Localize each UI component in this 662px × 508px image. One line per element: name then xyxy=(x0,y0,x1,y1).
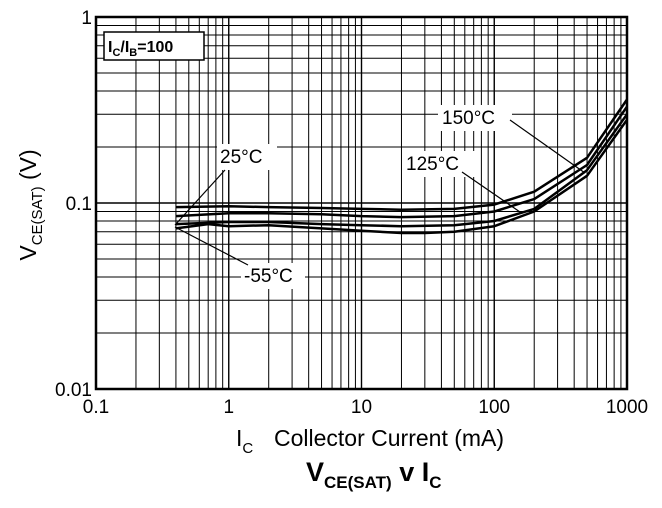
x-tick-label: 100 xyxy=(478,397,510,418)
x-tick-label: 1 xyxy=(223,397,234,418)
series-line-150c xyxy=(175,98,629,211)
series-labels: 150°C 125°C 25°C -55°C xyxy=(174,105,586,289)
leader-line-150c xyxy=(509,119,586,174)
series-label-minus55c: -55°C xyxy=(244,266,293,287)
series-label-125c: 125°C xyxy=(406,154,459,175)
x-axis-title: Collector Current (mA) xyxy=(274,425,504,451)
leader-line-minus55c xyxy=(174,226,249,266)
x-tick-label: 1000 xyxy=(606,397,648,418)
leader-line-125c xyxy=(461,171,521,213)
series-label-150c: 150°C xyxy=(442,108,495,129)
y-tick-label: 0.1 xyxy=(66,194,92,215)
ratio-annotation: IC/IB=100 xyxy=(108,39,173,59)
y-tick-label: 1 xyxy=(81,8,92,29)
series-line-125c xyxy=(175,105,629,219)
y-axis-title: VCE(SAT) (V) xyxy=(15,149,46,260)
y-tick-label: 0.01 xyxy=(55,380,92,401)
grid xyxy=(95,17,627,390)
plot-area-border xyxy=(94,15,629,391)
x-tick-label: 0.1 xyxy=(83,397,109,418)
series-line-55c xyxy=(175,119,629,235)
series-lines xyxy=(175,98,629,235)
series-line-25c xyxy=(175,113,629,228)
chart-title: VCE(SAT) v IC xyxy=(306,457,442,492)
leader-line-25c xyxy=(174,169,226,226)
x-axis-title-symbol: IC xyxy=(236,425,253,457)
x-tick-label: 10 xyxy=(351,397,372,418)
series-label-25c: 25°C xyxy=(220,147,262,168)
ratio-annotation-box xyxy=(103,31,205,61)
